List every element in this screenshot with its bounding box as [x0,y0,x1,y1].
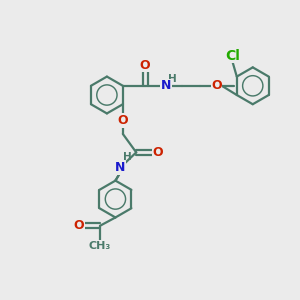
Text: N: N [161,79,171,92]
Text: CH₃: CH₃ [89,241,111,251]
Text: O: O [152,146,163,159]
Text: O: O [211,79,222,92]
Text: H: H [123,152,131,163]
Text: O: O [74,219,85,232]
Text: H: H [168,74,177,84]
Text: O: O [118,114,128,127]
Text: Cl: Cl [225,49,240,63]
Text: O: O [140,59,151,72]
Text: N: N [115,161,125,174]
